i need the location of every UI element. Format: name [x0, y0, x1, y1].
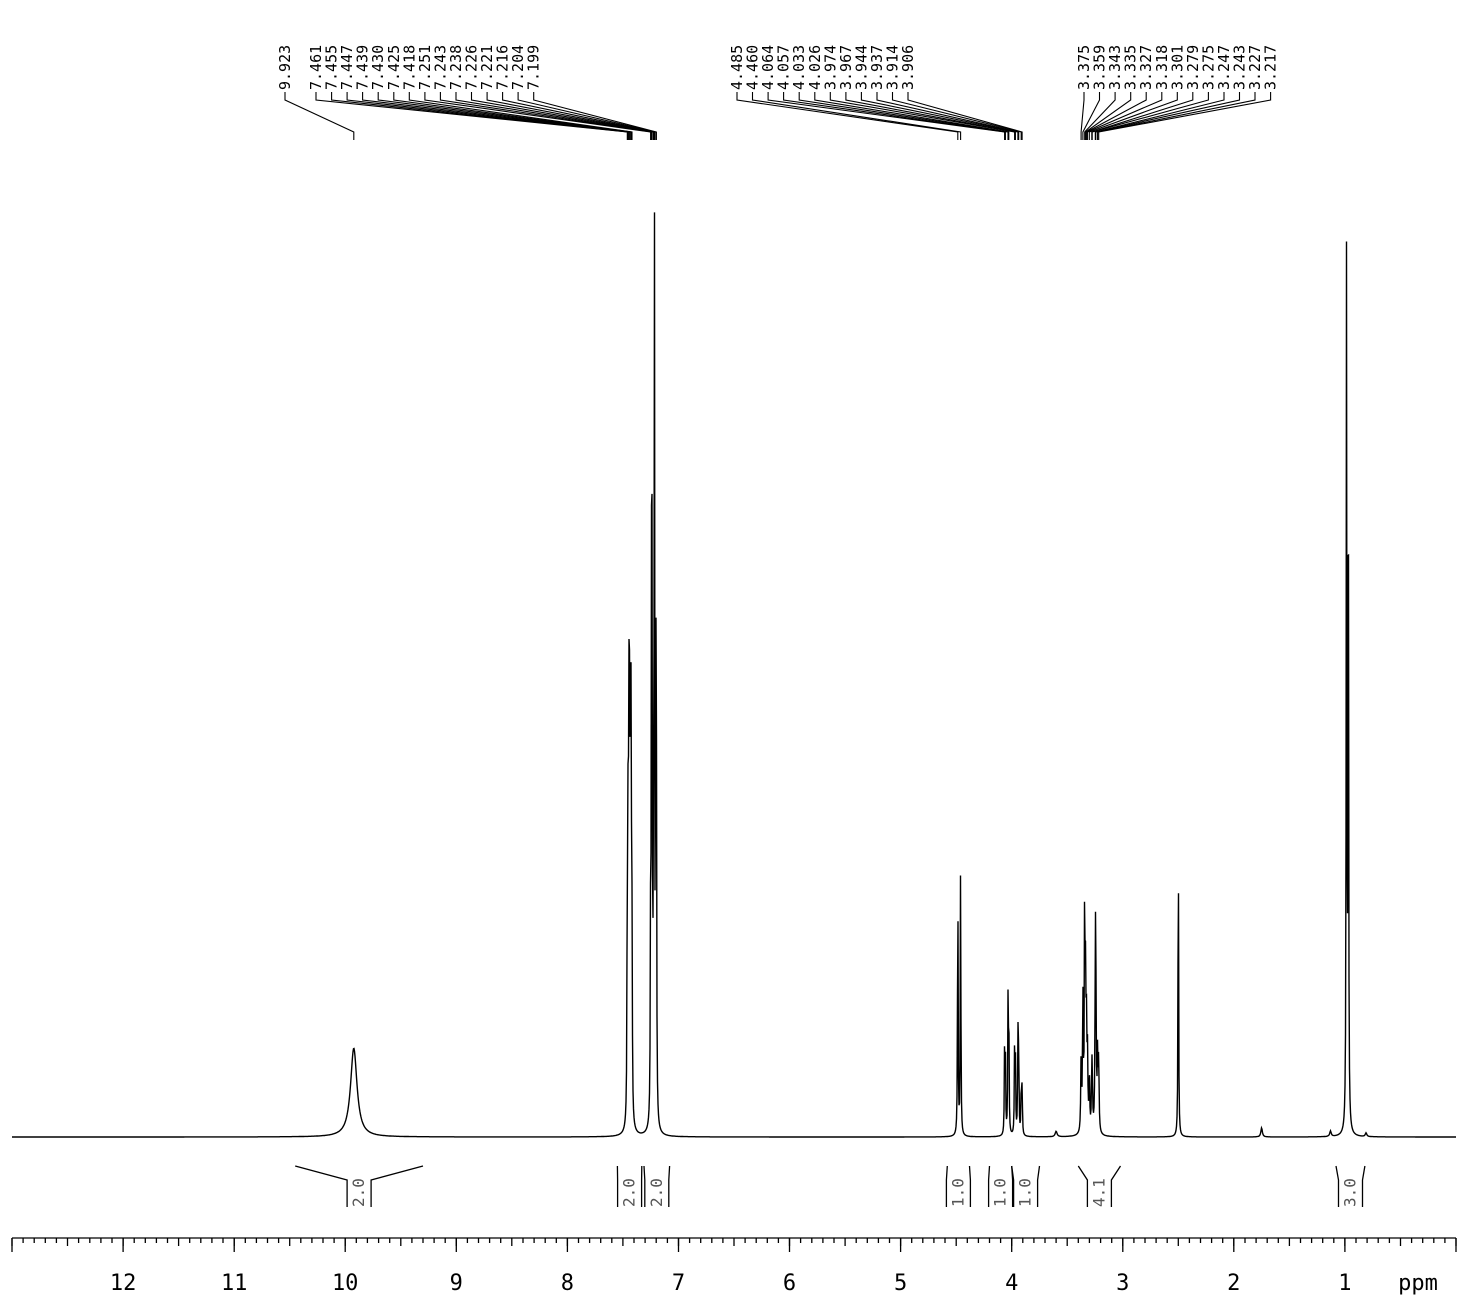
- integral-value: 2.0: [349, 1178, 368, 1207]
- tick-label: 8: [561, 1271, 574, 1296]
- integral-value: 3.0: [1341, 1178, 1360, 1207]
- peak-label: 3.217: [1262, 45, 1280, 90]
- integral-group: 2.0 2.0 2.0 1.0 1.0 1.0 4.1 3.0: [295, 1166, 1365, 1207]
- peak-leader-line: [363, 92, 630, 140]
- x-axis-unit-label: ppm: [1398, 1271, 1438, 1296]
- tick-label: 12: [110, 1271, 137, 1296]
- integral-value: 2.0: [647, 1178, 666, 1207]
- peak-leader-lines: [285, 92, 1271, 140]
- peak-leader-line: [1098, 92, 1255, 140]
- tick-label: 2: [1227, 1271, 1240, 1296]
- peak-leader-line: [285, 92, 354, 140]
- peak-leader-line: [846, 92, 1016, 140]
- peak-leader-line: [378, 92, 631, 140]
- peak-label: 9.923: [276, 45, 294, 90]
- peak-label-group: 9.923 7.4617.4557.4477.4397.4307.4257.418…: [276, 45, 1280, 90]
- integral-value: 1.0: [991, 1178, 1010, 1207]
- spectrum-trace: [12, 212, 1456, 1137]
- tick-label: 11: [221, 1271, 248, 1296]
- tick-label: 3: [1116, 1271, 1129, 1296]
- peak-leader-line: [1089, 92, 1177, 140]
- tick-label: 7: [672, 1271, 685, 1296]
- major-ticks: 12 11 10 9 8 7 6 5 4 3 2 1: [12, 1238, 1456, 1296]
- peak-leader-line: [409, 92, 632, 140]
- tick-label: 10: [332, 1271, 359, 1296]
- integral-value: 1.0: [948, 1178, 967, 1207]
- integral-value: 1.0: [1016, 1178, 1035, 1207]
- minor-ticks: [12, 1238, 1456, 1246]
- peak-leader-line: [332, 92, 628, 140]
- peak-label: 3.906: [899, 45, 917, 90]
- tick-label: 4: [1005, 1271, 1018, 1296]
- peak-leader-line: [425, 92, 651, 140]
- peak-leader-line: [784, 92, 1006, 140]
- integral-value: 4.1: [1089, 1178, 1108, 1207]
- peak-label: 7.199: [525, 45, 543, 90]
- peak-leader-line: [768, 92, 1005, 140]
- tick-label: 5: [894, 1271, 907, 1296]
- tick-label: 1: [1338, 1271, 1351, 1296]
- x-axis: 12 11 10 9 8 7 6 5 4 3 2 1 ppm: [12, 1238, 1456, 1296]
- tick-label: 9: [450, 1271, 463, 1296]
- tick-label: 6: [783, 1271, 796, 1296]
- peak-leader-line: [1092, 92, 1208, 140]
- integral-value: 2.0: [620, 1178, 639, 1207]
